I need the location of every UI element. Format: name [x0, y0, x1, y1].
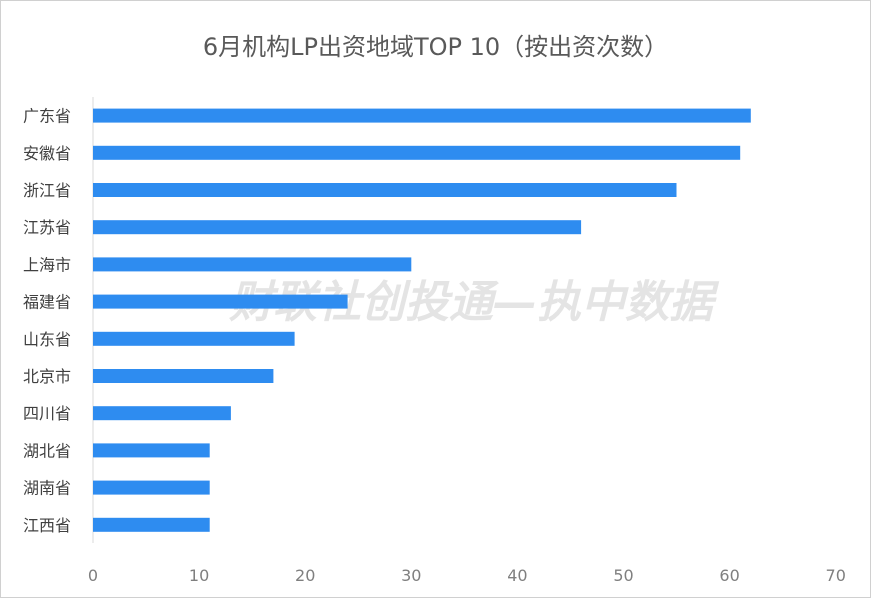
category-label-7: 北京市 [23, 367, 71, 386]
x-tick-label-6: 60 [719, 566, 739, 585]
x-tick-label-4: 40 [507, 566, 527, 585]
bar-6 [93, 331, 295, 346]
x-tick-label-3: 30 [401, 566, 421, 585]
x-tick-label-7: 70 [826, 566, 846, 585]
category-label-3: 江苏省 [23, 218, 71, 237]
bar-11 [93, 517, 210, 532]
x-tick-label-1: 10 [189, 566, 209, 585]
bar-0 [93, 108, 751, 123]
bar-5 [93, 294, 348, 309]
category-label-2: 浙江省 [23, 181, 71, 200]
category-label-5: 福建省 [23, 293, 71, 312]
category-label-6: 山东省 [23, 330, 71, 349]
category-label-9: 湖北省 [23, 441, 71, 460]
chart-title: 6月机构LP出资地域TOP 10（按出资次数） [202, 33, 669, 61]
bar-4 [93, 257, 412, 272]
category-label-10: 湖南省 [23, 479, 71, 498]
bar-7 [93, 369, 274, 383]
x-tick-label-5: 50 [613, 566, 633, 585]
category-label-8: 四川省 [23, 404, 71, 423]
bar-1 [93, 145, 741, 160]
category-label-0: 广东省 [23, 107, 71, 126]
bar-8 [93, 406, 231, 421]
bar-10 [93, 480, 210, 495]
x-tick-label-2: 20 [295, 566, 315, 585]
bar-2 [93, 183, 677, 197]
category-label-4: 上海市 [23, 255, 71, 274]
bar-9 [93, 443, 210, 458]
category-label-11: 江西省 [23, 516, 71, 535]
x-tick-label-0: 0 [88, 566, 98, 585]
category-label-1: 安徽省 [23, 144, 71, 163]
bar-3 [93, 220, 582, 235]
